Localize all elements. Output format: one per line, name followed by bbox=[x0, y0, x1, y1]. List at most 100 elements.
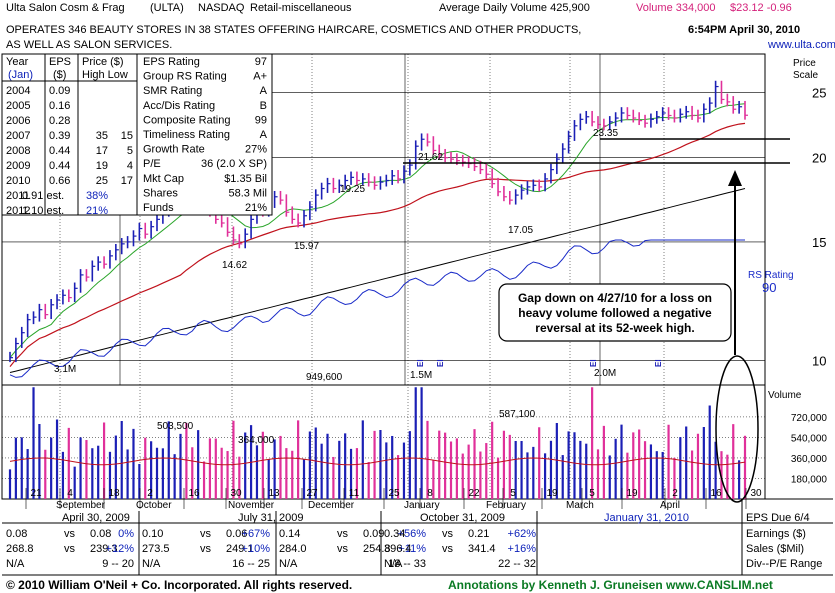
price-bars bbox=[9, 80, 748, 363]
sales-label: Sales ($Mil) bbox=[746, 543, 804, 555]
earnings-markers: EI EI EI EI bbox=[416, 359, 663, 367]
eps-header-dollar: ($) bbox=[53, 69, 66, 81]
earnings-marker-2: EI bbox=[436, 359, 445, 367]
company-name: Ulta Salon Cosm & Frag bbox=[6, 2, 125, 14]
x-day-tick: 18 bbox=[108, 488, 120, 499]
eps-price-low: 4 bbox=[127, 160, 133, 172]
annotation-callout: Gap down on 4/27/10 for a loss on heavy … bbox=[498, 170, 759, 503]
price-label-23-35: 23.35 bbox=[593, 128, 618, 139]
eps-price-low: 5 bbox=[127, 145, 133, 157]
x-day-tick: 30 bbox=[750, 488, 762, 499]
eps-price-high: 21% bbox=[86, 205, 108, 217]
volume-tick: 540,000 bbox=[791, 433, 828, 444]
x-axis: 21 4 18 2 16 30 13 27 11 25 8 22 5 19 5 19 2 16 30 Septembe… bbox=[25, 488, 762, 511]
rs-rating-value: 90 bbox=[762, 280, 776, 295]
x-day-tick: 2 bbox=[147, 488, 153, 499]
x-day-tick: 30 bbox=[230, 488, 242, 499]
avg-volume: Average Daily Volume 425,900 bbox=[439, 2, 590, 14]
eps-year: 2010 bbox=[6, 175, 30, 187]
eps-header-year: Year bbox=[6, 56, 29, 68]
chart-header: Ulta Salon Cosm & Frag (ULTA) NASDAQ Ret… bbox=[6, 2, 835, 51]
x-month-label: November bbox=[228, 500, 275, 511]
x-day-tick: 25 bbox=[388, 488, 400, 499]
quarter-eps-prior: 0.21 bbox=[468, 528, 489, 540]
quarter-eps-current: 0.10 bbox=[142, 528, 163, 540]
x-month-label: October bbox=[136, 500, 172, 511]
eps-price-high: 17 bbox=[96, 145, 108, 157]
x-day-tick: 21 bbox=[30, 488, 42, 499]
symbol: (ULTA) bbox=[150, 2, 184, 14]
price-tick: 10 bbox=[812, 354, 826, 369]
rating-label: SMR Rating bbox=[143, 85, 202, 97]
annotation-box bbox=[498, 283, 732, 342]
volume-tick: 360,000 bbox=[791, 454, 828, 465]
callout-arrow-head bbox=[728, 170, 742, 186]
quarter-sales-prior: 239.3 bbox=[90, 543, 118, 555]
eps-price-low: 15 bbox=[121, 130, 133, 142]
ma-red-line bbox=[9, 122, 746, 367]
rating-value: 97 bbox=[255, 56, 267, 68]
ratings-panel: EPS Rating 97 Group RS Rating A+ SMR Rating A… bbox=[136, 53, 273, 216]
x-day-tick: 16 bbox=[188, 488, 200, 499]
volume-label-3-1m: 3.1M bbox=[54, 364, 76, 375]
quarter-eps-current: 0.14 bbox=[279, 528, 300, 540]
eps-value: 1.10 est. bbox=[22, 205, 64, 217]
company-url: www.ulta.com bbox=[767, 39, 835, 51]
x-day-tick: 22 bbox=[468, 488, 480, 499]
x-month-label: December bbox=[308, 500, 355, 511]
eps-price-high: 35 bbox=[96, 130, 108, 142]
rating-value: 99 bbox=[255, 114, 267, 126]
rating-value: $1.35 Bil bbox=[224, 173, 267, 185]
rating-label: Timeliness Rating bbox=[143, 129, 230, 141]
eps-header-jan: (Jan) bbox=[8, 69, 33, 81]
x-day-tick: 2 bbox=[672, 488, 678, 499]
rating-label: Mkt Cap bbox=[143, 173, 184, 185]
x-day-tick: 16 bbox=[710, 488, 722, 499]
exchange: NASDAQ bbox=[198, 2, 245, 14]
quarter-vs: vs bbox=[200, 543, 212, 555]
description-line2: AS WELL AS SALON SERVICES. bbox=[6, 39, 172, 51]
eps-value: 0.44 bbox=[49, 160, 70, 172]
quarter-sales-current: 396.4 bbox=[384, 543, 412, 555]
ratings-frame bbox=[136, 53, 273, 216]
annotation-line1: Gap down on 4/27/10 for a loss on bbox=[518, 291, 712, 305]
volume-scale-label: Volume bbox=[768, 390, 802, 401]
rating-label: Group RS Rating bbox=[143, 71, 227, 83]
quarter-date: July 31, 2009 bbox=[238, 512, 303, 524]
quarter-sales-prior: 341.4 bbox=[468, 543, 496, 555]
quarter-eps-prior: 0.08 bbox=[90, 528, 111, 540]
quarter-vs: vs bbox=[442, 543, 454, 555]
price-label-14-62: 14.62 bbox=[222, 260, 247, 271]
volume-label-949600: 949,600 bbox=[306, 372, 343, 383]
volume-label-587100: 587,100 bbox=[499, 409, 536, 420]
volume-scale: Volume 180,000 360,000 540,000 720,000 bbox=[768, 390, 827, 485]
quarter-sales-current: 273.5 bbox=[142, 543, 170, 555]
quarter-sales-prior: 254.8 bbox=[363, 543, 391, 555]
eps-header-price: Price ($) bbox=[82, 56, 124, 68]
rating-value: A bbox=[260, 85, 268, 97]
quarter-sales-current: 268.8 bbox=[6, 543, 34, 555]
copyright: © 2010 William O'Neil + Co. Incorporated… bbox=[6, 578, 352, 592]
price-annotations: 21.62 19.25 23.35 17.05 15.97 14.62 bbox=[222, 128, 618, 271]
eps-year: 2004 bbox=[6, 85, 30, 97]
rating-value: 36 (2.0 X SP) bbox=[201, 158, 267, 170]
rating-label: Acc/Dis Rating bbox=[143, 100, 215, 112]
quarter-vs: vs bbox=[337, 528, 349, 540]
volume-highlight-ellipse bbox=[715, 355, 759, 503]
rs-rating: RS Rating 90 bbox=[748, 270, 794, 295]
price-label-19-25: 19.25 bbox=[340, 184, 365, 195]
rating-value: A+ bbox=[253, 71, 267, 83]
rating-value: A bbox=[260, 129, 268, 141]
eps-table: Year (Jan) EPS ($) Price ($) High Low 20… bbox=[1, 53, 138, 217]
quarter-pe-range: 9 -- 20 bbox=[102, 558, 134, 570]
eps-header-eps: EPS bbox=[49, 56, 71, 68]
quarter-sales-current: 284.0 bbox=[279, 543, 307, 555]
x-month-label: March bbox=[566, 500, 594, 511]
eps-price-high: 25 bbox=[96, 175, 108, 187]
x-month-label: September bbox=[56, 500, 106, 511]
quarter-date: October 31, 2009 bbox=[420, 512, 505, 524]
rating-label: P/E bbox=[143, 158, 161, 170]
eps-value: 0.16 bbox=[49, 100, 70, 112]
rating-value: B bbox=[260, 100, 267, 112]
price-label-17-05: 17.05 bbox=[508, 225, 533, 236]
